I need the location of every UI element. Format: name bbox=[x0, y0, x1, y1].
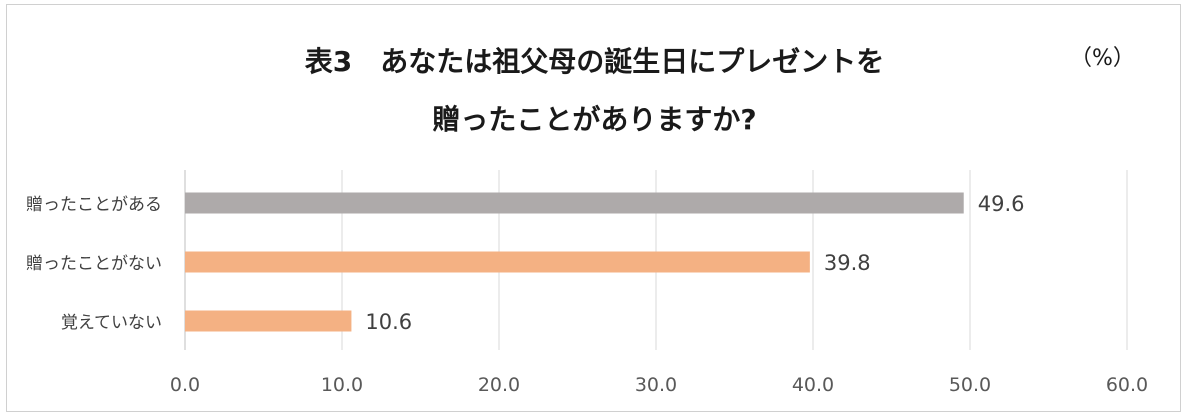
x-tick-label: 20.0 bbox=[478, 374, 520, 396]
unit-label: （%） bbox=[1070, 46, 1135, 71]
data-label: 10.6 bbox=[365, 310, 412, 334]
x-tick-label: 40.0 bbox=[792, 374, 834, 396]
category-label: 贈ったことがある bbox=[26, 195, 162, 215]
bar bbox=[185, 310, 352, 332]
bar bbox=[185, 251, 810, 273]
data-label: 39.8 bbox=[824, 251, 871, 275]
x-tick-label: 50.0 bbox=[949, 374, 991, 396]
chart-title-line-1: 表3 あなたは祖父母の誕生日にプレゼントを bbox=[304, 45, 885, 78]
x-tick-label: 0.0 bbox=[170, 374, 200, 396]
x-tick-label: 10.0 bbox=[321, 374, 363, 396]
category-label: 覚えていない bbox=[61, 313, 162, 333]
bar bbox=[185, 192, 964, 214]
x-tick-label: 30.0 bbox=[635, 374, 677, 396]
chart-title-line-2: 贈ったことがありますか? bbox=[432, 103, 757, 136]
data-label: 49.6 bbox=[978, 192, 1025, 216]
category-label: 贈ったことがない bbox=[26, 254, 162, 274]
x-tick-label: 60.0 bbox=[1106, 374, 1148, 396]
